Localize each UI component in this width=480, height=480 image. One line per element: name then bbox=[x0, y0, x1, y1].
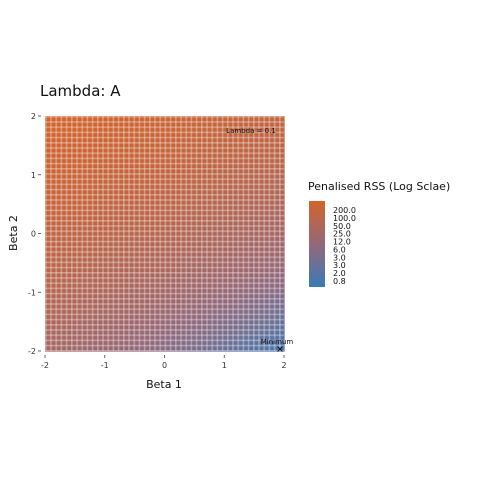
chart-title: Lambda: A bbox=[40, 82, 121, 100]
y-tick-label: 2 bbox=[31, 112, 36, 121]
y-tick-label: 1 bbox=[31, 171, 36, 180]
x-tick-label: 0 bbox=[162, 361, 167, 370]
legend-title: Penalised RSS (Log Sclae) bbox=[308, 180, 450, 193]
x-tick-label: -1 bbox=[101, 361, 109, 370]
legend-label: 100.0 bbox=[333, 214, 356, 223]
minimum-marker bbox=[277, 346, 283, 352]
legend-label: 50.0 bbox=[333, 222, 351, 231]
legend-label: 25.0 bbox=[333, 230, 351, 239]
legend-label: 2.0 bbox=[333, 269, 346, 278]
legend-label: 200.0 bbox=[333, 206, 356, 215]
legend-label: 6.0 bbox=[333, 245, 346, 254]
y-axis: -2 -1 0 1 2 bbox=[28, 112, 41, 356]
x-tick-label: 2 bbox=[281, 361, 286, 370]
y-tick-label: -2 bbox=[28, 347, 36, 356]
x-axis-label: Beta 1 bbox=[146, 378, 182, 391]
x-tick-label: -2 bbox=[41, 361, 49, 370]
legend-label: 3.0 bbox=[333, 253, 346, 262]
legend-label: 3.0 bbox=[333, 261, 346, 270]
lambda-annotation: Lambda = 0.1 bbox=[226, 127, 276, 135]
y-tick-label: 0 bbox=[31, 230, 36, 239]
y-tick-label: -1 bbox=[28, 288, 36, 297]
legend-colorbar bbox=[309, 201, 325, 287]
minimum-annotation: Minimum bbox=[261, 338, 294, 346]
heatmap-grid-overlay bbox=[45, 116, 284, 351]
y-axis-label: Beta 2 bbox=[7, 215, 20, 251]
legend-label: 12.0 bbox=[333, 238, 351, 247]
x-tick-label: 1 bbox=[222, 361, 227, 370]
legend-label: 0.8 bbox=[333, 277, 346, 286]
x-axis: -2 -1 0 1 2 bbox=[41, 355, 287, 370]
